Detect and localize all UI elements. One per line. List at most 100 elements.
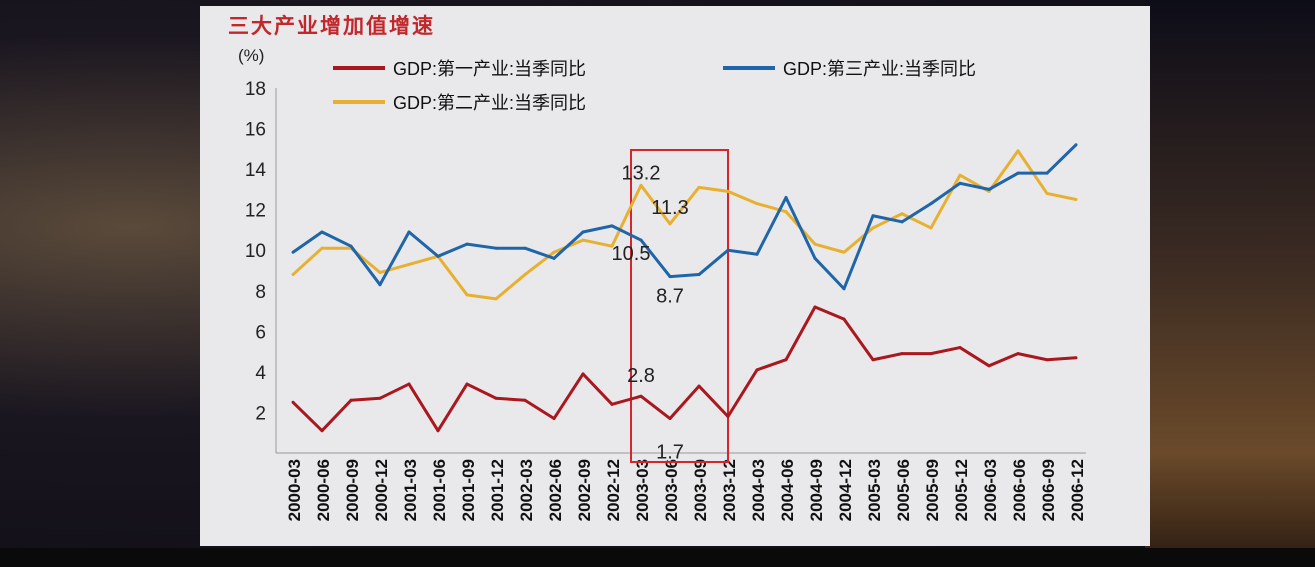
data-label: 10.5 [612, 243, 651, 265]
data-point [813, 256, 817, 260]
x-tick-label: 2003-03 [633, 459, 652, 521]
data-point [784, 210, 788, 214]
legend-label: GDP:第二产业:当季同比 [393, 93, 587, 113]
data-point [668, 275, 672, 279]
data-point [581, 230, 585, 234]
data-point [523, 273, 527, 277]
x-tick-label: 2005-09 [923, 459, 942, 521]
data-point [1045, 171, 1049, 175]
data-point [929, 352, 933, 356]
data-point [320, 230, 324, 234]
data-point [871, 214, 875, 218]
data-point [465, 293, 469, 297]
x-tick-label: 2002-03 [517, 459, 536, 521]
data-point [494, 246, 498, 250]
data-label: 8.7 [656, 286, 684, 308]
data-point [900, 212, 904, 216]
caption-bar [0, 548, 1315, 567]
data-point [842, 317, 846, 321]
legend-item-secondary: GDP:第二产业:当季同比 [333, 89, 586, 115]
data-point [668, 417, 672, 421]
data-point [639, 183, 643, 187]
data-point [320, 246, 324, 250]
data-point [987, 364, 991, 368]
chart-title: 三大产业增加值增速 [228, 13, 435, 38]
legend-label: GDP:第三产业:当季同比 [783, 59, 977, 79]
data-point [871, 358, 875, 362]
x-tick-label: 2005-06 [894, 459, 913, 521]
data-point [581, 372, 585, 376]
data-point [1016, 352, 1020, 356]
data-point [929, 226, 933, 230]
data-point [523, 398, 527, 402]
data-point [958, 181, 962, 185]
y-tick-label: 16 [245, 120, 266, 141]
data-point [581, 238, 585, 242]
data-point [900, 352, 904, 356]
x-tick-label: 2000-06 [314, 459, 333, 521]
y-axis-unit: (%) [238, 46, 265, 65]
x-tick-label: 2004-06 [778, 459, 797, 521]
x-tick-label: 2003-12 [720, 459, 739, 521]
data-point [349, 244, 353, 248]
data-point [697, 273, 701, 277]
data-point [291, 250, 295, 254]
background-city [1145, 0, 1315, 567]
data-point [726, 189, 730, 193]
y-tick-label: 2 [255, 403, 266, 424]
x-tick-label: 2001-03 [401, 459, 420, 521]
y-tick-label: 14 [245, 160, 267, 181]
y-tick-label: 4 [255, 363, 266, 384]
data-point [784, 358, 788, 362]
data-point [552, 256, 556, 260]
data-point [494, 297, 498, 301]
data-point [610, 402, 614, 406]
data-point [842, 287, 846, 291]
data-point [813, 305, 817, 309]
series-line-1 [291, 305, 1077, 433]
data-point [291, 400, 295, 404]
legend-swatch [333, 100, 385, 104]
data-point [1016, 171, 1020, 175]
y-tick-label: 6 [255, 322, 266, 343]
data-label: 2.8 [627, 365, 655, 387]
data-point [639, 238, 643, 242]
x-tick-label: 2001-06 [430, 459, 449, 521]
data-point [552, 250, 556, 254]
x-tick-label: 2001-09 [459, 459, 478, 521]
data-point [755, 202, 759, 206]
x-tick-label: 2005-03 [865, 459, 884, 521]
data-point [871, 226, 875, 230]
series-line-3 [292, 143, 1078, 291]
x-tick-label: 2000-09 [343, 459, 362, 521]
data-point [987, 187, 991, 191]
data-point [378, 396, 382, 400]
legend-item-primary: GDP:第一产业:当季同比 [333, 55, 586, 81]
x-tick-label: 2001-12 [488, 459, 507, 521]
data-point [610, 224, 614, 228]
y-tick-label: 8 [255, 282, 266, 303]
data-point [465, 382, 469, 386]
legend-swatch [723, 66, 775, 70]
data-point [1074, 143, 1078, 147]
data-point [958, 346, 962, 350]
x-tick-label: 2006-12 [1068, 459, 1087, 521]
data-point [552, 417, 556, 421]
x-tick-label: 2004-03 [749, 459, 768, 521]
data-point [1016, 149, 1020, 153]
x-tick-label: 2000-12 [372, 459, 391, 521]
data-point [958, 173, 962, 177]
x-tick-label: 2002-09 [575, 459, 594, 521]
data-label: 1.7 [656, 442, 684, 464]
x-tick-label: 2000-03 [285, 459, 304, 521]
data-point [465, 242, 469, 246]
data-point [900, 220, 904, 224]
data-point [697, 384, 701, 388]
data-point [1045, 358, 1049, 362]
data-point [610, 244, 614, 248]
data-label: 11.3 [651, 197, 688, 219]
data-point [697, 185, 701, 189]
y-tick-label: 12 [245, 201, 266, 222]
data-point [726, 415, 730, 418]
